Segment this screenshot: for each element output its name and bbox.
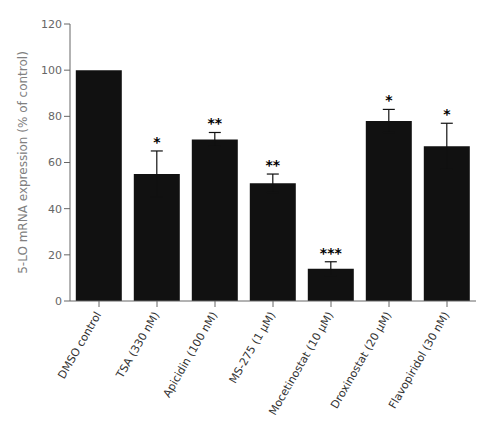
- svg-text:TSA (330 nM): TSA (330 nM): [113, 310, 162, 382]
- svg-text:0: 0: [55, 295, 62, 308]
- svg-text:*: *: [153, 134, 161, 150]
- svg-text:DMSO control: DMSO control: [55, 310, 104, 382]
- svg-text:*: *: [385, 92, 393, 108]
- svg-text:20: 20: [48, 249, 62, 262]
- svg-text:40: 40: [48, 203, 62, 216]
- svg-text:60: 60: [48, 156, 62, 169]
- svg-text:100: 100: [41, 64, 62, 77]
- svg-text:Flavopiridol (30 nM): Flavopiridol (30 nM): [386, 310, 452, 412]
- svg-text:Apicidin (100 nM): Apicidin (100 nM): [161, 310, 221, 400]
- svg-text:**: **: [207, 115, 222, 131]
- svg-text:***: ***: [320, 245, 343, 261]
- svg-text:*: *: [443, 106, 451, 122]
- svg-text:Droxinostat (20 μM): Droxinostat (20 μM): [328, 310, 394, 411]
- svg-text:**: **: [265, 157, 280, 173]
- svg-text:MS-275 (1 μM): MS-275 (1 μM): [227, 310, 279, 386]
- svg-text:5-LO mRNA expression (% of con: 5-LO mRNA expression (% of control): [16, 51, 30, 274]
- svg-text:Mocetinostat (10 μM): Mocetinostat (10 μM): [266, 310, 336, 418]
- svg-text:120: 120: [41, 18, 62, 31]
- svg-text:80: 80: [48, 110, 62, 123]
